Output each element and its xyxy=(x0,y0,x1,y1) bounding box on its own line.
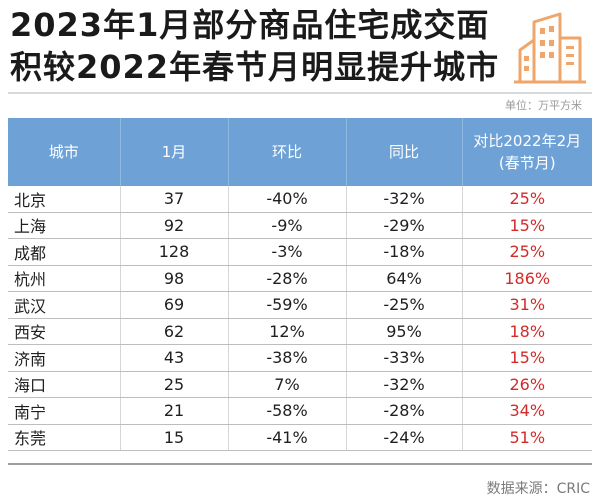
cell-mom: -9% xyxy=(228,212,347,239)
cell-vs-2022-feb: 15% xyxy=(462,344,592,372)
city-buildings-icon xyxy=(514,12,586,84)
data-table: 城市 1月 环比 同比 对比2022年2月(春节月) 北京 37 -40% -3… xyxy=(8,118,592,451)
table-row: 武汉 69 -59% -25% 31% xyxy=(8,291,592,319)
table-row: 上海 92 -9% -29% 15% xyxy=(8,212,592,239)
cell-january: 69 xyxy=(120,291,229,319)
cell-city: 海口 xyxy=(8,371,121,398)
cell-city: 西安 xyxy=(8,318,121,345)
cell-vs-2022-feb: 15% xyxy=(462,212,592,239)
cell-january: 62 xyxy=(120,318,229,345)
cell-city: 东莞 xyxy=(8,424,121,451)
cell-city: 南宁 xyxy=(8,397,121,425)
cell-january: 98 xyxy=(120,265,229,292)
table-bottom-rule xyxy=(8,463,592,465)
cell-yoy: 64% xyxy=(346,265,463,292)
cell-vs-2022-feb: 25% xyxy=(462,186,592,213)
cell-mom: -38% xyxy=(228,344,347,372)
cell-yoy: -18% xyxy=(346,238,463,266)
header-january: 1月 xyxy=(120,118,229,186)
table-row: 东莞 15 -41% -24% 51% xyxy=(8,424,592,451)
unit-label: 单位：万平方米 xyxy=(505,99,582,112)
cell-january: 92 xyxy=(120,212,229,239)
cell-vs-2022-feb: 18% xyxy=(462,318,592,345)
cell-mom: -58% xyxy=(228,397,347,425)
source-note: 数据来源：CRIC xyxy=(486,481,590,497)
cell-january: 21 xyxy=(120,397,229,425)
title-divider xyxy=(8,92,592,94)
cell-city: 武汉 xyxy=(8,291,121,319)
title-line-1: 2023年1月部分商品住宅成交面 xyxy=(10,6,490,44)
header-mom: 环比 xyxy=(228,118,347,186)
cell-yoy: -24% xyxy=(346,424,463,451)
table-row: 西安 62 12% 95% 18% xyxy=(8,318,592,345)
cell-vs-2022-feb: 31% xyxy=(462,291,592,319)
header-city: 城市 xyxy=(8,118,121,186)
cell-vs-2022-feb: 25% xyxy=(462,238,592,266)
cell-january: 128 xyxy=(120,238,229,266)
header-vs-2022-feb: 对比2022年2月(春节月) xyxy=(462,118,592,186)
cell-january: 25 xyxy=(120,371,229,398)
cell-vs-2022-feb: 34% xyxy=(462,397,592,425)
cell-city: 成都 xyxy=(8,238,121,266)
table-row: 杭州 98 -28% 64% 186% xyxy=(8,265,592,292)
cell-mom: -28% xyxy=(228,265,347,292)
cell-city: 济南 xyxy=(8,344,121,372)
title-line-2: 积较2022年春节月明显提升城市 xyxy=(10,48,500,86)
cell-vs-2022-feb: 51% xyxy=(462,424,592,451)
cell-yoy: -28% xyxy=(346,397,463,425)
cell-yoy: -32% xyxy=(346,186,463,213)
table-header-row: 城市 1月 环比 同比 对比2022年2月(春节月) xyxy=(8,118,592,186)
cell-yoy: -32% xyxy=(346,371,463,398)
cell-city: 北京 xyxy=(8,186,121,213)
cell-vs-2022-feb: 26% xyxy=(462,371,592,398)
cell-city: 杭州 xyxy=(8,265,121,292)
cell-yoy: -33% xyxy=(346,344,463,372)
cell-january: 37 xyxy=(120,186,229,213)
cell-mom: 12% xyxy=(228,318,347,345)
cell-mom: -59% xyxy=(228,291,347,319)
cell-mom: 7% xyxy=(228,371,347,398)
cell-yoy: -29% xyxy=(346,212,463,239)
page-title: 2023年1月部分商品住宅成交面 积较2022年春节月明显提升城市 xyxy=(10,4,499,88)
cell-mom: -3% xyxy=(228,238,347,266)
table-row: 海口 25 7% -32% 26% xyxy=(8,371,592,398)
cell-city: 上海 xyxy=(8,212,121,239)
cell-mom: -40% xyxy=(228,186,347,213)
table-row: 北京 37 -40% -32% 25% xyxy=(8,186,592,213)
cell-yoy: -25% xyxy=(346,291,463,319)
cell-yoy: 95% xyxy=(346,318,463,345)
cell-january: 43 xyxy=(120,344,229,372)
table-row: 南宁 21 -58% -28% 34% xyxy=(8,397,592,425)
cell-january: 15 xyxy=(120,424,229,451)
table-row: 济南 43 -38% -33% 15% xyxy=(8,344,592,372)
table-row: 成都 128 -3% -18% 25% xyxy=(8,238,592,266)
cell-mom: -41% xyxy=(228,424,347,451)
header-yoy: 同比 xyxy=(346,118,463,186)
cell-vs-2022-feb: 186% xyxy=(462,265,592,292)
